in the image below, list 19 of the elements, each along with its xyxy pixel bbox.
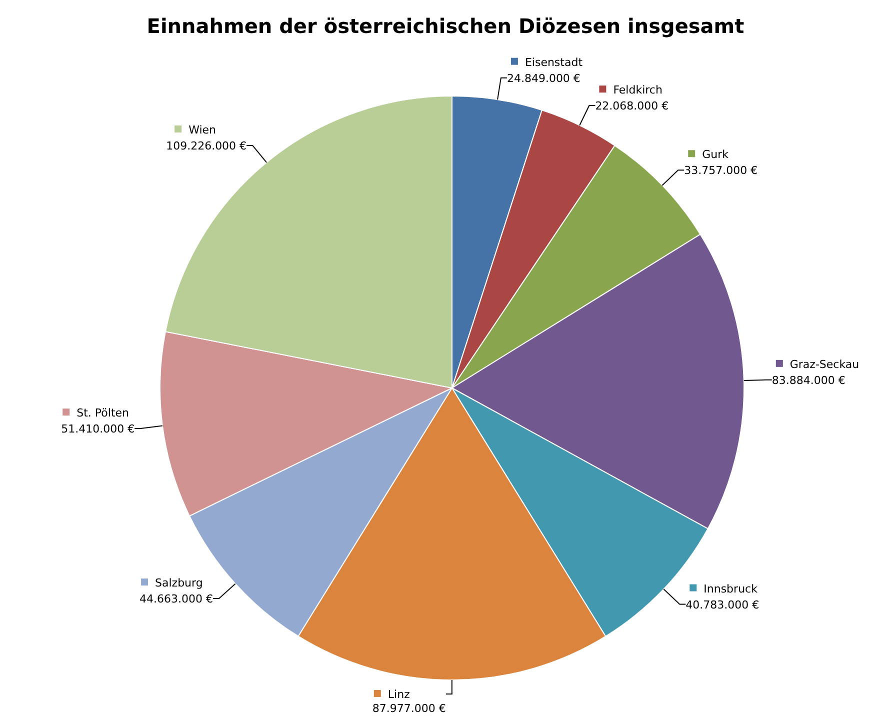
data-label: 87.977.000 € <box>372 702 446 715</box>
data-label: 33.757.000 € <box>684 164 758 178</box>
data-label: 40.783.000 € <box>686 598 760 612</box>
data-label: 83.884.000 € <box>772 374 846 387</box>
data-label: 22.068.000 € <box>595 100 669 113</box>
data-label: 109.226.000 € <box>166 139 247 152</box>
legend-label: St. Pölten <box>76 406 130 420</box>
legend-label: Wien <box>188 123 216 136</box>
legend-label: Feldkirch <box>613 84 662 97</box>
chart-title: Einnahmen der österreichischen Diözesen insgesamt <box>146 14 746 38</box>
legend-label: Salzburg <box>155 576 203 590</box>
legend-label: Gurk <box>702 148 730 162</box>
data-label: 24.849.000 € <box>506 72 580 85</box>
data-label: 44.663.000 € <box>140 592 214 606</box>
legend-label: Eisenstadt <box>524 56 584 69</box>
data-label: 51.410.000 € <box>61 422 135 436</box>
legend-label: Graz-Seckau <box>790 358 860 371</box>
legend-label: Linz <box>388 688 410 701</box>
legend-label: Innsbruck <box>704 582 758 596</box>
